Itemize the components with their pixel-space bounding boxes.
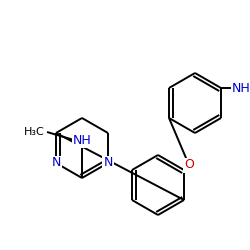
Text: H₃C: H₃C [24,127,45,137]
Text: N: N [51,156,61,170]
Text: NH: NH [72,134,92,146]
Text: O: O [184,158,194,172]
Text: N: N [103,156,113,170]
Text: NH₂: NH₂ [232,82,250,94]
